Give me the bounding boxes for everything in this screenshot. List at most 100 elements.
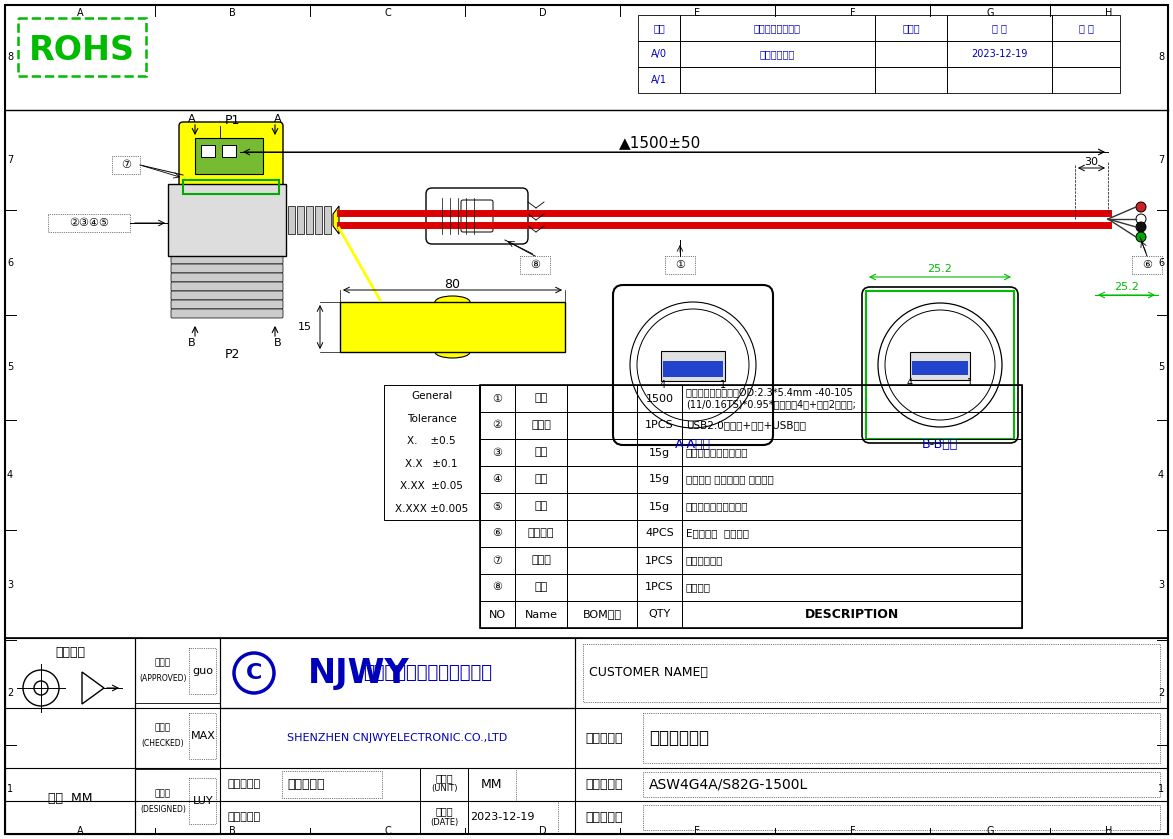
Bar <box>135 638 221 834</box>
FancyBboxPatch shape <box>862 287 1018 443</box>
Text: 工程修订内容描述: 工程修订内容描述 <box>754 23 801 33</box>
Bar <box>637 520 682 547</box>
Bar <box>480 412 515 439</box>
Text: C: C <box>384 8 391 18</box>
Bar <box>947 41 1052 67</box>
FancyBboxPatch shape <box>426 188 528 244</box>
Circle shape <box>201 216 209 224</box>
Bar <box>468 768 516 801</box>
Text: B: B <box>188 338 196 348</box>
Text: 核准：: 核准： <box>155 659 171 667</box>
Ellipse shape <box>879 303 1002 427</box>
Text: DESCRIPTION: DESCRIPTION <box>805 608 900 621</box>
Text: 7: 7 <box>1158 155 1164 165</box>
Text: NO: NO <box>489 609 506 619</box>
Text: (CHECKED): (CHECKED) <box>142 739 184 748</box>
Bar <box>515 601 567 628</box>
Text: 审核：: 审核： <box>155 724 171 732</box>
Bar <box>567 412 637 439</box>
Bar <box>866 291 1013 439</box>
Text: 产品名称：: 产品名称： <box>585 732 623 744</box>
Polygon shape <box>333 206 339 234</box>
Circle shape <box>1135 202 1146 212</box>
Bar <box>643 713 1160 763</box>
Text: 线材: 线材 <box>535 393 548 404</box>
Bar <box>665 256 694 274</box>
Bar <box>183 180 279 194</box>
Text: B: B <box>229 8 236 18</box>
Text: 7: 7 <box>7 155 13 165</box>
Text: 1: 1 <box>967 378 974 388</box>
Bar <box>663 361 723 377</box>
Bar <box>680 67 875 93</box>
Bar <box>480 601 515 628</box>
Text: 版本: 版本 <box>653 23 665 33</box>
Bar <box>682 439 1022 466</box>
Text: CUSTOMER NAME：: CUSTOMER NAME： <box>589 666 707 680</box>
Text: 胶料: 胶料 <box>535 475 548 484</box>
Text: 15: 15 <box>298 322 312 332</box>
Bar <box>480 385 515 412</box>
Text: A/1: A/1 <box>651 75 667 85</box>
Bar <box>5 638 1168 834</box>
Text: H: H <box>1105 8 1113 18</box>
Text: 胶料: 胶料 <box>535 447 548 457</box>
Bar <box>515 547 567 574</box>
Bar <box>637 385 682 412</box>
Text: 80: 80 <box>445 278 461 290</box>
Text: X.X   ±0.1: X.X ±0.1 <box>405 459 457 469</box>
Bar <box>682 412 1022 439</box>
Text: F: F <box>849 826 855 836</box>
Bar <box>222 145 236 157</box>
FancyBboxPatch shape <box>179 122 283 188</box>
Text: 4: 4 <box>907 378 913 388</box>
Text: ▲1500±50: ▲1500±50 <box>619 136 701 150</box>
Bar <box>637 601 682 628</box>
Ellipse shape <box>435 296 470 308</box>
Bar <box>480 466 515 493</box>
Bar <box>682 466 1022 493</box>
Bar <box>480 439 515 466</box>
Text: 8: 8 <box>1158 53 1164 62</box>
Ellipse shape <box>630 302 757 428</box>
Bar <box>567 439 637 466</box>
Bar <box>515 439 567 466</box>
Bar <box>637 412 682 439</box>
Text: 5: 5 <box>7 362 13 373</box>
Ellipse shape <box>884 310 995 420</box>
Text: 1PCS: 1PCS <box>645 582 673 592</box>
Bar <box>910 352 970 380</box>
Text: ⑦: ⑦ <box>121 160 131 170</box>
Text: 爱士惟转接线: 爱士惟转接线 <box>649 729 708 747</box>
Bar <box>637 574 682 601</box>
Circle shape <box>245 216 253 224</box>
Text: 备 注: 备 注 <box>1078 23 1093 33</box>
Text: A-A视图: A-A视图 <box>674 439 711 451</box>
Text: 设计：: 设计： <box>155 789 171 798</box>
Bar <box>221 768 575 801</box>
Bar <box>168 184 286 256</box>
Bar <box>637 439 682 466</box>
Bar <box>480 574 515 601</box>
Text: 扎带: 扎带 <box>535 582 548 592</box>
Text: General: General <box>411 391 452 401</box>
Text: 3: 3 <box>7 580 13 590</box>
Text: 产品料号：: 产品料号： <box>585 778 623 791</box>
Bar <box>575 638 1168 708</box>
Text: C: C <box>384 826 391 836</box>
Text: 15g: 15g <box>649 475 670 484</box>
Text: D: D <box>538 826 547 836</box>
Text: NJWY: NJWY <box>308 656 409 690</box>
Text: 6: 6 <box>1158 258 1164 268</box>
Text: ⑤: ⑤ <box>493 502 502 512</box>
Text: P1: P1 <box>224 113 239 127</box>
FancyBboxPatch shape <box>171 282 283 291</box>
Bar <box>638 41 680 67</box>
Text: 4PCS: 4PCS <box>645 529 673 539</box>
Bar <box>875 15 947 41</box>
Bar <box>316 206 323 234</box>
Bar <box>575 801 1168 834</box>
Bar <box>520 256 550 274</box>
FancyBboxPatch shape <box>171 309 283 318</box>
Ellipse shape <box>211 208 243 232</box>
